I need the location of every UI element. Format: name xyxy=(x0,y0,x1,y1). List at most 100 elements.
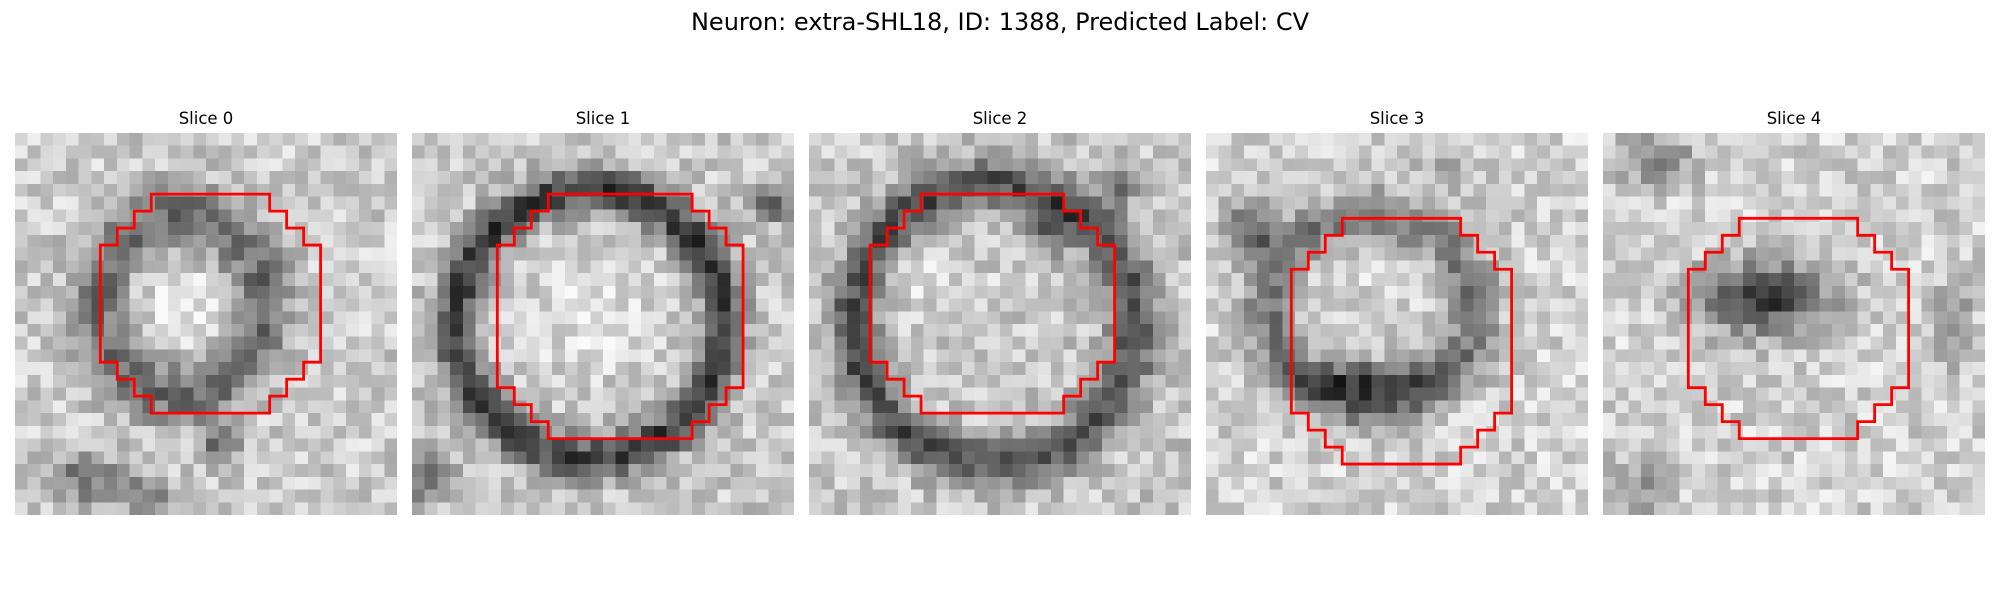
pixel xyxy=(1038,158,1052,172)
pixel xyxy=(1641,311,1655,325)
pixel xyxy=(1063,362,1077,376)
pixel xyxy=(1307,324,1321,337)
pixel xyxy=(526,273,540,287)
pixel xyxy=(1152,374,1166,388)
pixel xyxy=(501,183,515,197)
pixel xyxy=(1447,158,1461,172)
pixel xyxy=(859,400,873,414)
pixel xyxy=(1231,260,1245,274)
pixel xyxy=(974,425,988,439)
pixel xyxy=(1000,260,1013,274)
pixel xyxy=(1883,133,1897,146)
pixel xyxy=(1473,349,1487,363)
pixel xyxy=(923,464,937,478)
pixel xyxy=(1101,171,1115,185)
pixel xyxy=(590,133,604,146)
pixel xyxy=(641,464,655,478)
pixel xyxy=(1832,349,1846,363)
pixel xyxy=(1870,413,1884,427)
pixel xyxy=(898,451,912,465)
pixel xyxy=(1346,234,1360,248)
pixel xyxy=(1524,489,1538,503)
pixel xyxy=(552,336,566,350)
pixel xyxy=(1704,133,1718,146)
pixel xyxy=(384,158,397,172)
pixel xyxy=(1447,438,1461,452)
pixel xyxy=(679,298,693,312)
pixel xyxy=(1768,476,1782,490)
pixel xyxy=(603,273,616,287)
pixel xyxy=(91,183,105,197)
pixel xyxy=(1562,400,1576,414)
pixel xyxy=(1384,374,1398,388)
pixel xyxy=(1140,362,1154,376)
pixel xyxy=(1717,374,1731,388)
pixel xyxy=(104,387,118,401)
pixel xyxy=(1076,400,1090,414)
pixel xyxy=(1908,222,1922,236)
pixel xyxy=(1959,273,1973,287)
pixel xyxy=(1101,374,1115,388)
pixel xyxy=(1794,413,1807,427)
pixel xyxy=(692,413,706,427)
pixel xyxy=(1063,413,1077,427)
pixel xyxy=(1730,133,1744,146)
pixel xyxy=(1218,476,1232,490)
pixel xyxy=(1946,158,1960,172)
slice-panel-3: Slice 3 xyxy=(1206,108,1588,515)
pixel xyxy=(1447,464,1461,478)
pixel xyxy=(781,209,794,223)
pixel xyxy=(910,489,924,503)
pixel xyxy=(1076,171,1090,185)
pixel xyxy=(1295,133,1309,146)
pixel xyxy=(1921,324,1935,337)
pixel xyxy=(1025,158,1039,172)
pixel xyxy=(679,247,693,261)
pixel xyxy=(961,273,975,287)
pixel xyxy=(1972,349,1985,363)
pixel xyxy=(1152,387,1166,401)
pixel xyxy=(1012,222,1026,236)
pixel xyxy=(1114,133,1128,146)
pixel xyxy=(1653,362,1667,376)
pixel xyxy=(1206,273,1219,287)
pixel xyxy=(1101,324,1115,337)
pixel xyxy=(628,234,642,248)
pixel xyxy=(1537,285,1551,299)
pixel xyxy=(1498,260,1512,274)
pixel xyxy=(730,349,744,363)
pixel xyxy=(450,145,464,159)
pixel xyxy=(475,298,489,312)
pixel xyxy=(1666,196,1680,210)
pixel xyxy=(1435,489,1449,503)
pixel xyxy=(1447,196,1461,210)
pixel xyxy=(475,349,489,363)
pixel xyxy=(307,425,321,439)
pixel xyxy=(501,133,515,146)
pixel xyxy=(1908,158,1922,172)
pixel xyxy=(704,464,718,478)
pixel xyxy=(462,133,476,146)
pixel xyxy=(1333,133,1347,146)
pixel xyxy=(936,451,950,465)
pixel xyxy=(1537,234,1551,248)
pixel xyxy=(755,298,769,312)
pixel xyxy=(1730,464,1744,478)
pixel xyxy=(1114,247,1128,261)
pixel xyxy=(1730,158,1744,172)
pixel xyxy=(1206,260,1219,274)
pixel xyxy=(231,171,245,185)
pixel xyxy=(1524,374,1538,388)
pixel xyxy=(501,196,515,210)
pixel xyxy=(717,311,731,325)
pixel xyxy=(974,374,988,388)
pixel xyxy=(462,362,476,376)
pixel xyxy=(755,171,769,185)
pixel xyxy=(1447,362,1461,376)
pixel xyxy=(872,298,886,312)
pixel xyxy=(412,273,425,287)
pixel xyxy=(1165,387,1179,401)
pixel xyxy=(320,324,334,337)
pixel xyxy=(53,413,67,427)
pixel xyxy=(1806,311,1820,325)
